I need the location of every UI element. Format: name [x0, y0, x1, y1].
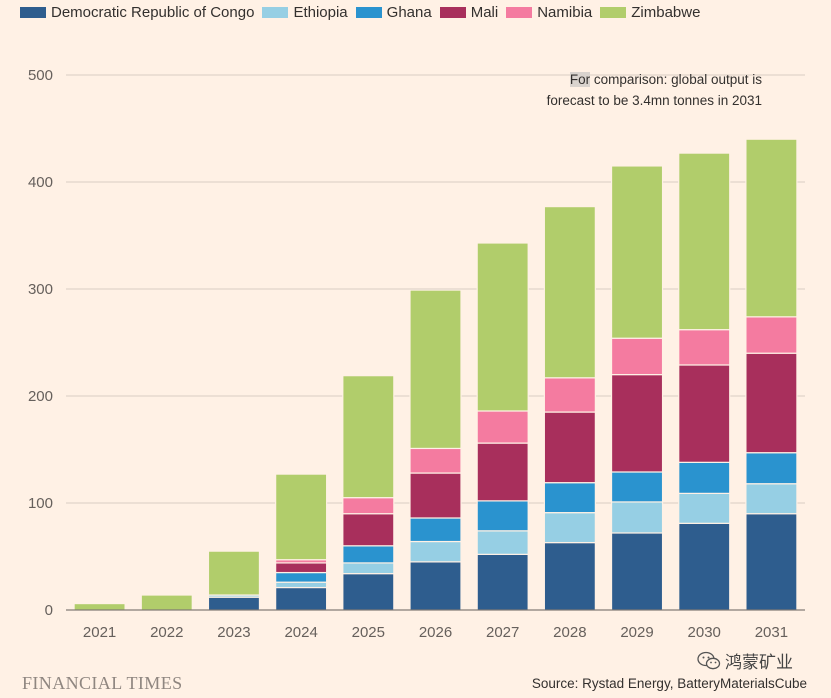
annotation-text: comparison: global output is forecast to…: [546, 72, 762, 108]
x-tick-label: 2024: [284, 624, 317, 641]
chart-legend: Democratic Republic of Congo Ethiopia Ghan…: [20, 4, 708, 21]
legend-swatch: [600, 7, 627, 18]
legend-item: Mali: [439, 4, 499, 21]
bar-segment: [207, 550, 261, 596]
x-tick-label: 2025: [352, 624, 385, 641]
bar-segment: [73, 602, 126, 611]
bar-segment: [275, 581, 328, 589]
bar-segment: [476, 442, 529, 502]
x-tick-label: 2027: [486, 624, 519, 641]
bar-segment: [476, 553, 529, 611]
bar-segment: [342, 545, 395, 564]
bar-segment: [745, 316, 798, 354]
x-tick-label: 2029: [620, 624, 653, 641]
legend-swatch: [439, 7, 466, 18]
bar-segment: [745, 483, 798, 515]
bar-segment: [678, 152, 731, 331]
bar-segment: [476, 530, 529, 555]
legend-swatch: [20, 7, 46, 18]
bar-segment: [543, 206, 596, 379]
y-tick-label: 200: [28, 388, 53, 405]
watermark: 鸿蒙矿业: [697, 648, 793, 673]
bar-segment: [678, 329, 731, 366]
bar-segment: [275, 571, 328, 583]
bar-segment: [476, 500, 529, 532]
bar-segment: [342, 513, 395, 547]
bar-segment: [610, 165, 664, 339]
legend-swatch: [262, 7, 289, 18]
bar-segment: [610, 501, 664, 534]
x-tick-label: 2028: [553, 624, 586, 641]
bar-segment: [207, 596, 261, 611]
bar-segment: [409, 517, 462, 543]
legend-label: Ethiopia: [293, 4, 348, 21]
bar-segment: [275, 473, 328, 561]
bar-segment: [543, 541, 596, 611]
annotation-highlight: For: [569, 72, 591, 87]
legend-item: Ghana: [355, 4, 432, 21]
y-tick-label: 400: [28, 174, 53, 191]
x-tick-label: 2023: [217, 624, 250, 641]
bar-segment: [409, 540, 462, 563]
bar-segment: [610, 337, 664, 376]
bar-segment: [409, 447, 462, 474]
source-note: Source: Rystad Energy, BatteryMaterialsC…: [531, 676, 807, 691]
watermark-text: 鸿蒙矿业: [725, 653, 793, 672]
bar-segment: [543, 377, 596, 413]
bar-segment: [678, 364, 731, 463]
x-tick-label: 2022: [150, 624, 183, 641]
financial-times-logo: FINANCIAL TIMES: [22, 673, 183, 693]
legend-swatch: [506, 7, 533, 18]
bar-segment: [476, 410, 529, 444]
legend-label: Zimbabwe: [631, 4, 701, 21]
bar-segment: [275, 586, 328, 611]
bar-segment: [610, 374, 664, 473]
x-tick-label: 2026: [419, 624, 452, 641]
bar-segment: [409, 289, 462, 450]
legend-item: Ethiopia: [262, 4, 348, 21]
legend-label: Mali: [470, 4, 499, 21]
x-tick-label: 2030: [688, 624, 721, 641]
bar-segment: [342, 573, 395, 611]
legend-swatch: [355, 7, 382, 18]
bar-segment: [610, 532, 664, 611]
bar-segment: [543, 512, 596, 544]
chart-annotation: For comparison: global output is forecas…: [522, 69, 762, 111]
legend-item: Namibia: [506, 4, 592, 21]
y-tick-label: 0: [45, 602, 53, 619]
bar-segment: [745, 352, 798, 454]
bar-segment: [745, 513, 798, 611]
bar-segment: [745, 138, 798, 318]
bar-segment: [543, 411, 596, 484]
bar-segment: [678, 492, 731, 524]
wechat-icon: [697, 651, 721, 669]
legend-label: Democratic Republic of Congo: [51, 4, 255, 21]
y-tick-label: 300: [28, 281, 53, 298]
bar-segment: [409, 472, 462, 519]
bar-segment: [409, 561, 462, 611]
legend-item: Democratic Republic of Congo: [20, 4, 254, 21]
legend-item: Zimbabwe: [600, 4, 700, 21]
bar-segment: [476, 242, 529, 412]
bar-segment: [543, 482, 596, 514]
bar-segment: [678, 522, 731, 611]
bar-segment: [342, 562, 395, 575]
bar-segment: [342, 497, 395, 515]
bar-segment: [140, 594, 193, 611]
x-tick-label: 2021: [83, 624, 116, 641]
y-tick-label: 500: [28, 67, 53, 84]
bar-segment: [678, 461, 731, 494]
bar-segment: [275, 562, 328, 574]
legend-label: Namibia: [537, 4, 593, 21]
bar-segment: [610, 471, 664, 503]
bar-segment: [745, 452, 798, 485]
bar-segment: [342, 375, 395, 499]
legend-label: Ghana: [386, 4, 432, 21]
y-tick-label: 100: [28, 495, 53, 512]
x-tick-label: 2031: [755, 624, 788, 641]
